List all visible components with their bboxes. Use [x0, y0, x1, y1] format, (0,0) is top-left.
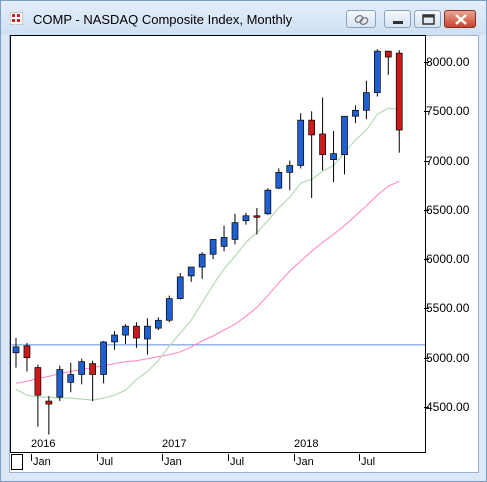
price-axis-label: 8000.00	[426, 55, 470, 69]
time-axis-year-label: 2018	[294, 438, 319, 450]
time-axis-year-label: 2016	[31, 438, 56, 450]
candle-body	[363, 92, 370, 111]
candle-body	[308, 119, 315, 136]
link-button[interactable]	[346, 10, 376, 28]
candle-body	[275, 172, 283, 189]
candle-body	[253, 215, 261, 218]
moving-average-long-line	[15, 180, 400, 384]
time-axis-month-label: Jul	[361, 456, 376, 468]
candle-body	[384, 50, 392, 58]
price-axis-tick	[424, 161, 429, 162]
app-chart-icon	[10, 12, 23, 25]
minimize-button[interactable]	[384, 10, 411, 28]
candle-body	[231, 222, 239, 240]
candle-body	[100, 341, 107, 375]
price-axis-label: 4500.00	[426, 400, 470, 414]
candle-body	[89, 363, 97, 375]
candle-body	[144, 325, 151, 340]
candle-body	[155, 319, 162, 329]
price-axis-label: 5000.00	[426, 351, 470, 365]
minimize-icon	[393, 21, 403, 24]
price-axis-label: 7000.00	[426, 154, 470, 168]
candle-body	[12, 346, 20, 354]
price-axis-tick	[424, 407, 429, 408]
close-icon	[455, 14, 467, 25]
price-axis-label: 6500.00	[426, 203, 470, 217]
candle-body	[264, 189, 272, 215]
price-axis-tick	[424, 358, 429, 359]
time-axis-month-label: Jul	[230, 456, 245, 468]
close-button[interactable]	[444, 10, 476, 28]
candle-body	[352, 109, 359, 117]
candle-body	[395, 52, 403, 131]
candle-body	[286, 165, 294, 173]
candle-body	[111, 334, 118, 343]
candle-body	[165, 298, 173, 321]
time-axis-tick	[294, 454, 295, 461]
price-chart[interactable]	[10, 35, 426, 453]
time-axis-month-label: Jan	[33, 456, 51, 468]
candle-body	[122, 325, 129, 336]
price-axis-label: 6000.00	[426, 252, 470, 266]
candle-body	[297, 119, 305, 166]
time-axis-year-label: 2017	[162, 438, 187, 450]
candle-body	[330, 153, 337, 160]
price-axis-label: 5500.00	[426, 301, 470, 315]
candle-body	[220, 237, 228, 247]
candle-body	[78, 361, 86, 375]
price-axis-tick	[424, 62, 429, 63]
time-axis-tick	[31, 454, 32, 461]
price-axis-tick	[424, 259, 429, 260]
time-axis-tick	[97, 454, 98, 461]
window-title: COMP - NASDAQ Composite Index, Monthly	[33, 12, 293, 27]
candle-body	[45, 400, 53, 405]
time-axis-tick	[359, 454, 360, 461]
time-axis-tick	[162, 454, 163, 461]
price-axis-tick	[424, 308, 429, 309]
price-axis-label: 7500.00	[426, 104, 470, 118]
candle-body	[67, 374, 75, 383]
candle-body	[341, 115, 348, 156]
maximize-button[interactable]	[414, 10, 441, 28]
candle-body	[242, 215, 250, 222]
link-icon	[354, 14, 369, 26]
maximize-icon	[422, 14, 435, 25]
candle-body	[34, 367, 42, 396]
candle-body	[133, 325, 140, 339]
chart-scroll-handle[interactable]	[11, 454, 23, 470]
candle-body	[209, 239, 217, 255]
candle-body	[374, 50, 381, 93]
title-bar[interactable]: COMP - NASDAQ Composite Index, Monthly	[1, 1, 486, 35]
time-axis-month-label: Jan	[296, 456, 314, 468]
candle-body	[23, 345, 31, 359]
candle-body	[198, 253, 206, 268]
price-axis-tick	[424, 111, 429, 112]
price-chart-svg	[11, 49, 425, 435]
candle-body	[319, 133, 326, 156]
candle-body	[176, 276, 184, 299]
candle-body	[187, 266, 195, 277]
price-axis-tick	[424, 210, 429, 211]
time-axis-month-label: Jul	[99, 456, 114, 468]
time-axis-tick	[228, 454, 229, 461]
candle-body	[56, 369, 64, 398]
moving-average-short-line	[15, 107, 400, 401]
time-axis-month-label: Jan	[164, 456, 182, 468]
